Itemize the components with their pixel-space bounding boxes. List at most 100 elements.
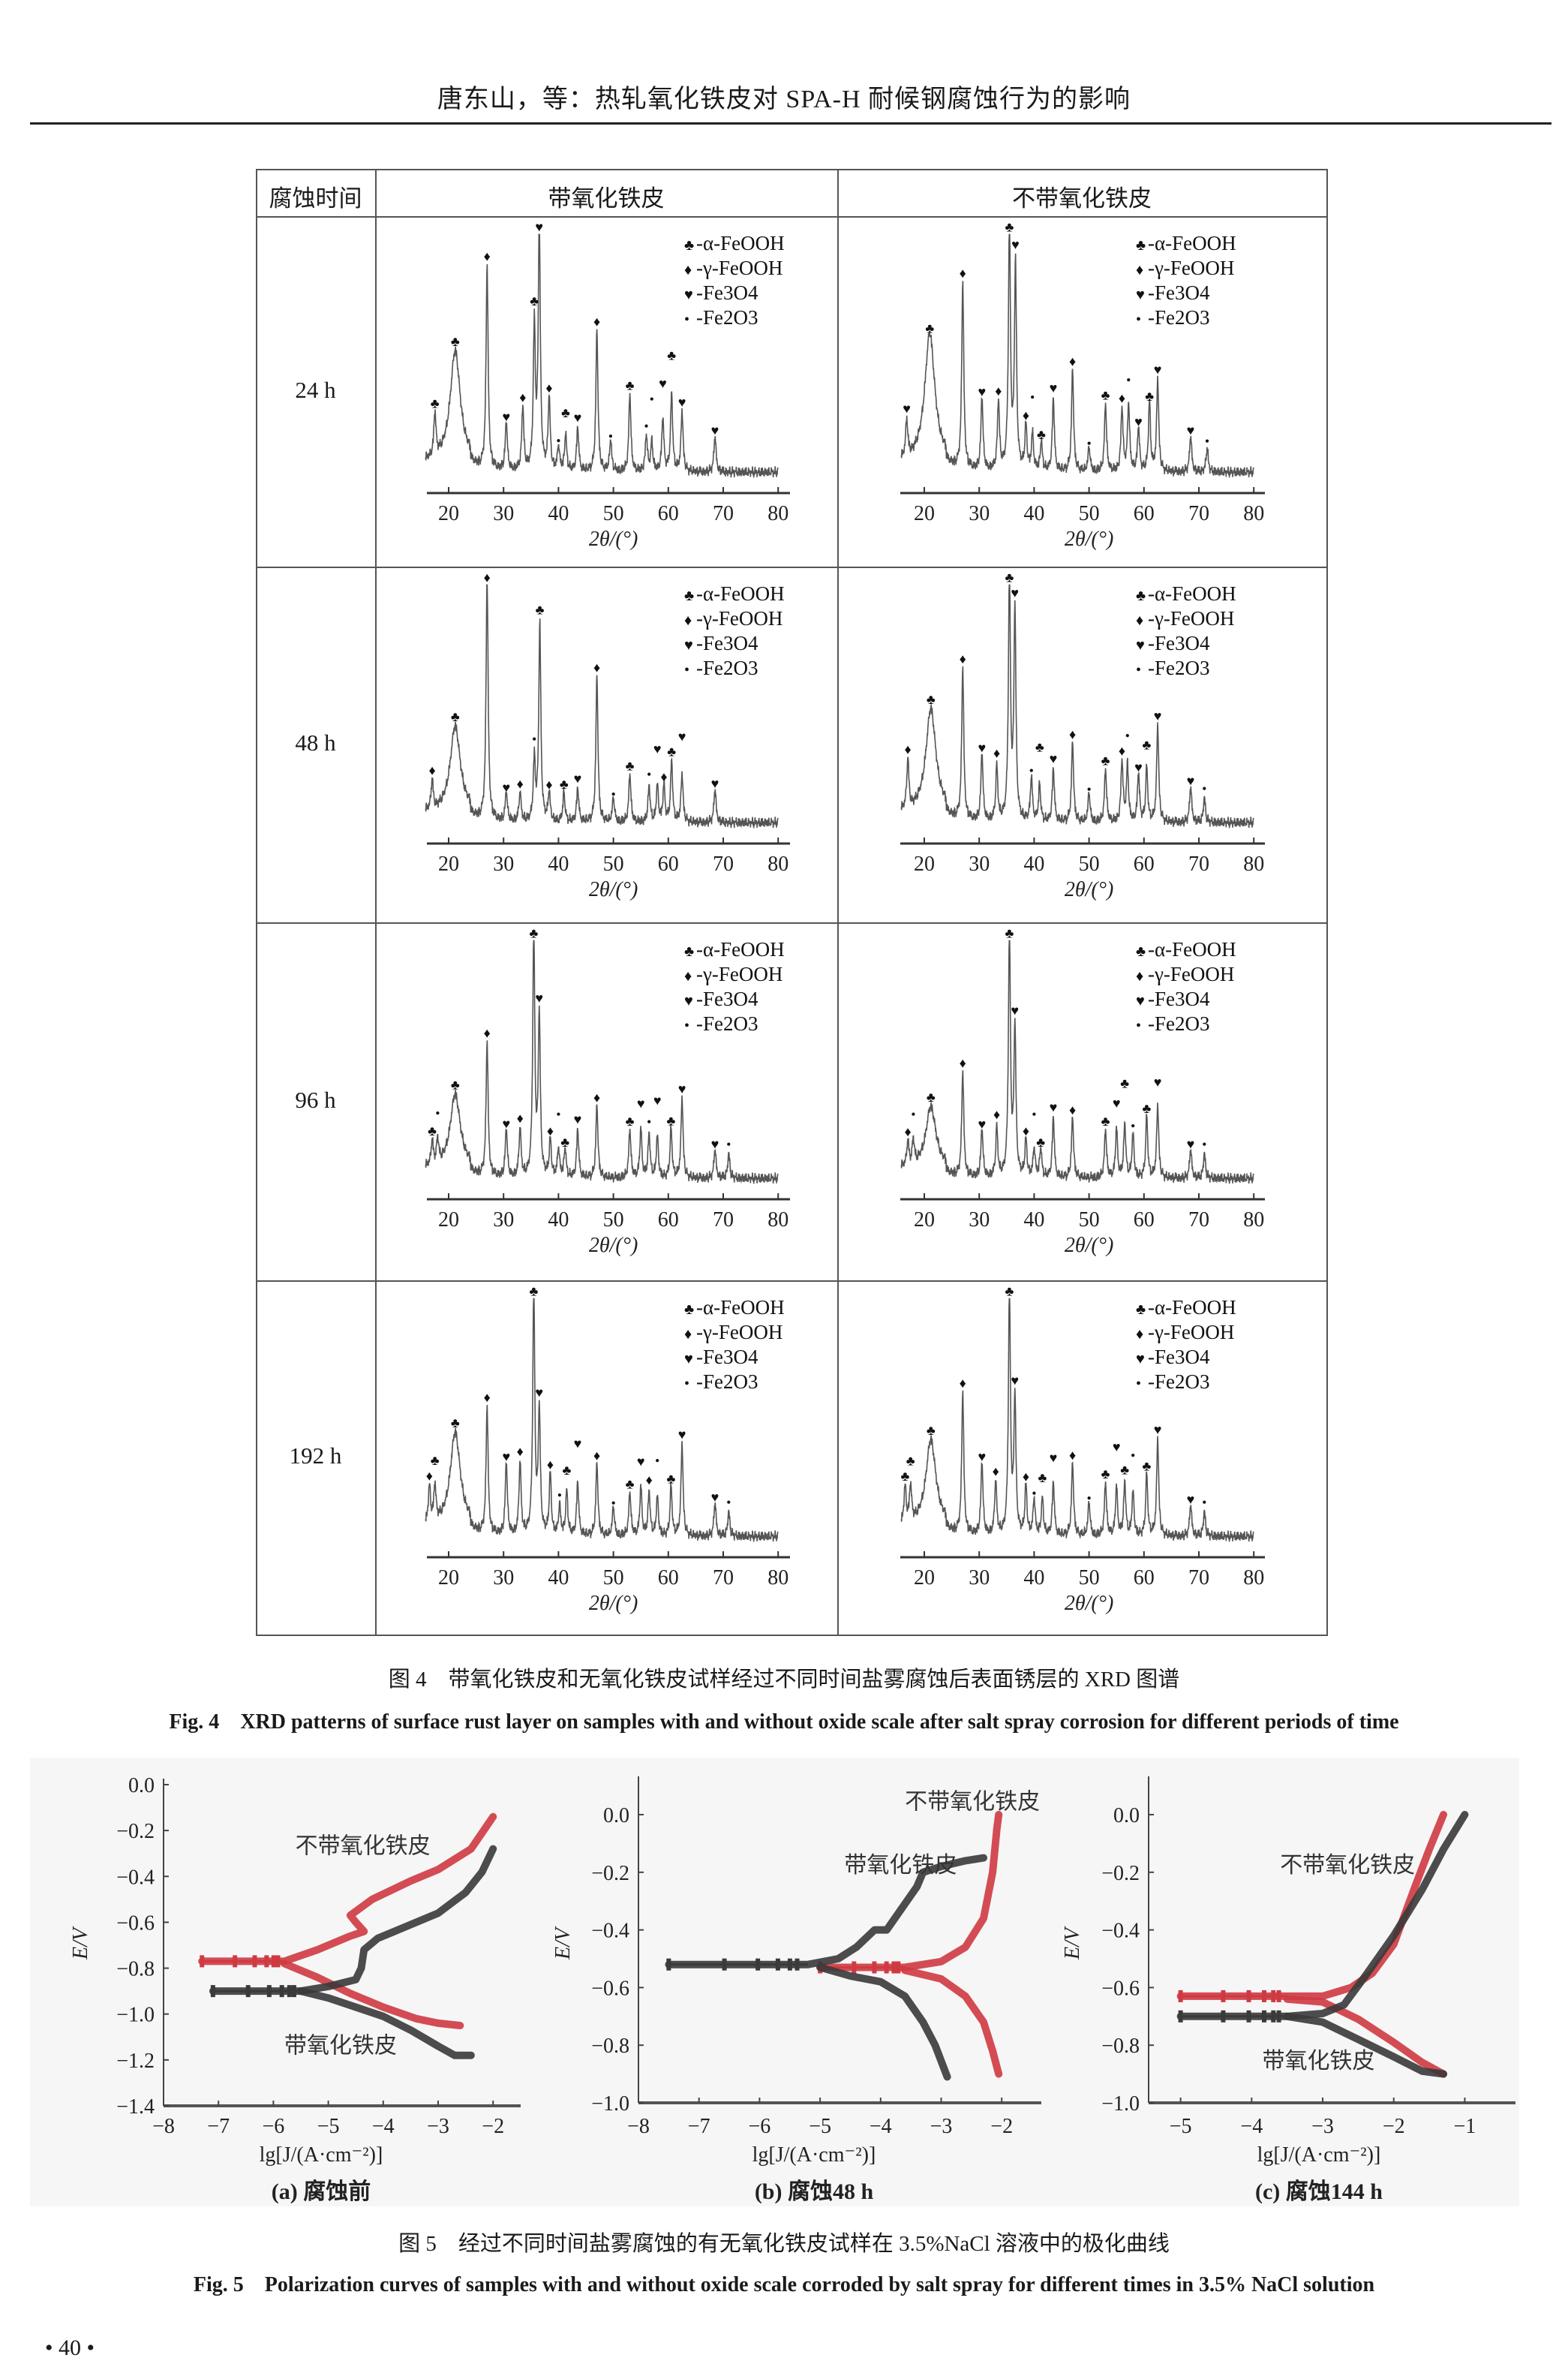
- x-tick-label: 40: [1023, 1566, 1044, 1590]
- table-vline: [256, 169, 257, 1636]
- x-tick-label: 40: [1023, 1208, 1044, 1232]
- peak-marker-a: ♣: [626, 378, 635, 393]
- legend-label: -α-FeOOH: [696, 232, 785, 254]
- y-tick-label: 0.0: [128, 1774, 155, 1797]
- x-tick-label: −3: [427, 2115, 449, 2138]
- peak-marker-m: ♥: [1154, 708, 1162, 723]
- x-axis-label: 2θ/(°): [589, 528, 638, 551]
- x-tick-label: 50: [1079, 853, 1100, 876]
- fig4-caption-cn: 图 4 带氧化铁皮和无氧化铁皮试样经过不同时间盐雾腐蚀后表面锈层的 XRD 图谱: [388, 1668, 1180, 1692]
- peak-marker-h: •: [557, 1488, 562, 1503]
- x-tick-label: 40: [548, 853, 569, 876]
- peak-marker-m: ♥: [978, 740, 987, 755]
- peak-marker-g: ♦: [1069, 726, 1076, 741]
- x-tick-label: 50: [1079, 1566, 1100, 1590]
- peak-marker-a: ♣: [530, 925, 539, 940]
- peak-marker-m: ♥: [637, 1454, 645, 1469]
- peak-marker-g: ♦: [593, 660, 600, 675]
- legend-symbol: •: [684, 1018, 689, 1034]
- peak-marker-m: ♥: [574, 410, 582, 425]
- peak-marker-g: ♦: [993, 745, 1000, 760]
- peak-marker-m: ♥: [637, 1096, 645, 1111]
- x-tick-label: −2: [990, 2115, 1013, 2138]
- x-tick-label: 60: [1134, 853, 1155, 876]
- peak-marker-g: ♦: [517, 776, 524, 791]
- peak-marker-g: ♦: [960, 266, 966, 281]
- series-label: 不带氧化铁皮: [1280, 1853, 1415, 1878]
- legend-symbol: •: [1136, 1376, 1141, 1392]
- subcaption: (c) 腐蚀144 h: [1255, 2179, 1383, 2204]
- legend-symbol: ♥: [1136, 1351, 1145, 1367]
- curve-anodic: [209, 1845, 497, 1996]
- table-hline: [256, 1635, 1328, 1636]
- polarization-panel-c: 0.0 −0.2 −0.4 −0.6 −0.8 −1.0 −5 −4 −3 −2 −1 E/V lg[J…: [1061, 1776, 1515, 2204]
- legend-label: -Fe3O4: [1148, 988, 1210, 1010]
- x-tick-label: 60: [658, 853, 679, 876]
- x-axis-label: lg[J/(A·cm⁻²)]: [260, 2143, 383, 2167]
- x-tick-label: 80: [767, 853, 789, 876]
- legend-symbol: ♥: [1136, 287, 1145, 303]
- legend-label: -γ-FeOOH: [696, 1321, 782, 1343]
- peak-marker-m: ♥: [1113, 1096, 1121, 1111]
- peak-marker-h: •: [1202, 1495, 1206, 1510]
- legend-symbol: ♣: [1136, 943, 1146, 960]
- peak-marker-h: •: [1032, 1486, 1036, 1501]
- y-tick-label: −0.6: [591, 1977, 629, 2000]
- peak-marker-m: ♥: [574, 771, 582, 786]
- peak-marker-m: ♥: [1154, 1422, 1162, 1437]
- x-tick-label: 30: [493, 853, 514, 876]
- peak-marker-m: ♥: [503, 1449, 511, 1464]
- peak-marker-m: ♥: [678, 1081, 686, 1096]
- legend-symbol: ♣: [1136, 588, 1146, 604]
- peak-marker-g: ♦: [593, 314, 600, 329]
- legend-label: -Fe2O3: [696, 1012, 758, 1035]
- y-tick-label: −0.6: [1101, 1977, 1140, 2000]
- x-tick-label: −8: [627, 2115, 650, 2138]
- peak-marker-a: ♣: [431, 395, 440, 411]
- x-tick-label: −5: [1170, 2115, 1192, 2138]
- peak-marker-m: ♥: [503, 780, 511, 796]
- legend-label: -Fe2O3: [1148, 306, 1210, 329]
- peak-marker-a: ♣: [1143, 1459, 1152, 1474]
- peak-marker-m: ♥: [1050, 751, 1058, 766]
- peak-marker-h: •: [911, 1107, 915, 1122]
- peak-marker-g: ♦: [1023, 1123, 1029, 1138]
- figure-5-background: [30, 1758, 1519, 2206]
- fig5-caption-cn: 图 5 经过不同时间盐雾腐蚀的有无氧化铁皮试样在 3.5%NaCl 溶液中的极化…: [398, 2232, 1170, 2256]
- peak-marker-a: ♣: [626, 1476, 635, 1491]
- series-label: 带氧化铁皮: [844, 1853, 957, 1878]
- x-tick-label: −6: [263, 2115, 285, 2138]
- series-label: 不带氧化铁皮: [905, 1789, 1040, 1814]
- y-tick-label: 0.0: [1113, 1804, 1140, 1827]
- x-tick-label: 60: [1134, 502, 1155, 525]
- legend-label: -γ-FeOOH: [696, 607, 782, 630]
- x-tick-label: 70: [713, 1208, 734, 1232]
- peak-marker-m: ♥: [1134, 414, 1143, 429]
- row-time-label: 24 h: [295, 376, 336, 403]
- y-tick-label: −0.4: [116, 1866, 155, 1889]
- x-tick-label: 80: [767, 502, 789, 525]
- curve-anodic: [198, 1812, 497, 1965]
- peak-marker-h: •: [1202, 1137, 1206, 1152]
- peak-marker-m: ♥: [574, 1436, 582, 1451]
- x-tick-label: 70: [713, 502, 734, 525]
- peak-marker-g: ♦: [646, 1472, 653, 1487]
- peak-marker-m: ♥: [1011, 1373, 1019, 1388]
- legend-symbol: ♦: [684, 968, 692, 985]
- peak-marker-h: •: [726, 1495, 731, 1510]
- peak-marker-m: ♥: [574, 1112, 582, 1127]
- legend-symbol: ♦: [684, 262, 692, 278]
- peak-marker-h: •: [1086, 436, 1091, 451]
- peak-marker-g: ♦: [484, 1025, 491, 1040]
- peak-marker-a: ♣: [927, 1090, 936, 1105]
- legend-symbol: ♦: [1136, 968, 1143, 985]
- table-hline: [256, 169, 1328, 170]
- legend-symbol: •: [1136, 311, 1141, 328]
- y-tick-label: 0.0: [603, 1804, 629, 1827]
- series-label: 不带氧化铁皮: [296, 1834, 431, 1859]
- legend-symbol: ♥: [1136, 637, 1145, 654]
